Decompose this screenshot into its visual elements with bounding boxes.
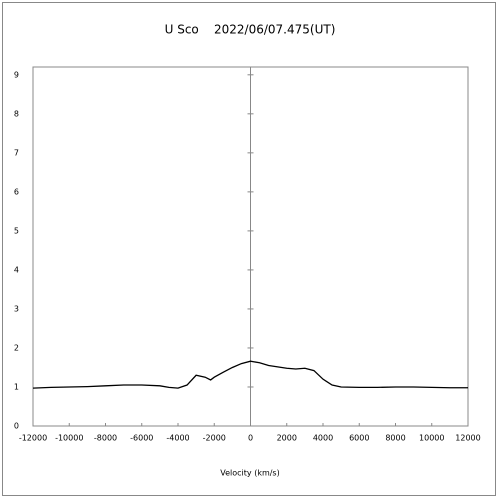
x-tick-label: -4000 — [166, 434, 189, 443]
y-tick-label: 2 — [14, 343, 19, 352]
x-tick-label: -10000 — [55, 434, 83, 443]
y-tick-label: 5 — [14, 226, 19, 235]
x-tick-label: 8000 — [385, 434, 405, 443]
y-tick-label: 3 — [14, 304, 19, 313]
y-tick-label: 4 — [14, 265, 19, 274]
y-tick-label: 8 — [14, 109, 19, 118]
x-tick-label: 12000 — [455, 434, 480, 443]
x-axis-label: Velocity (km/s) — [220, 469, 279, 478]
x-tick-label: 10000 — [419, 434, 444, 443]
y-tick-label: 7 — [14, 148, 19, 157]
x-tick-label: 2000 — [277, 434, 297, 443]
y-tick-label: 9 — [14, 70, 19, 79]
x-tick-label: 4000 — [313, 434, 333, 443]
x-tick-label: -6000 — [130, 434, 153, 443]
frame — [2, 2, 496, 496]
x-tick-label: -2000 — [203, 434, 226, 443]
spectrum-line — [32, 360, 468, 389]
x-tick-label: -12000 — [19, 434, 47, 443]
chart-title: U Sco 2022/06/07.475(UT) — [165, 23, 336, 37]
y-tick-label: 6 — [14, 187, 19, 196]
x-tick-label: 6000 — [349, 434, 369, 443]
y-tick-label: 0 — [14, 422, 19, 431]
x-tick-label: -8000 — [94, 434, 117, 443]
y-tick-label: 1 — [14, 382, 19, 391]
x-tick-label: 0 — [248, 434, 253, 443]
